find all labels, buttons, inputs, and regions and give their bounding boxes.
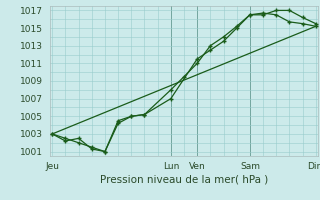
X-axis label: Pression niveau de la mer( hPa ): Pression niveau de la mer( hPa ) [100, 174, 268, 184]
